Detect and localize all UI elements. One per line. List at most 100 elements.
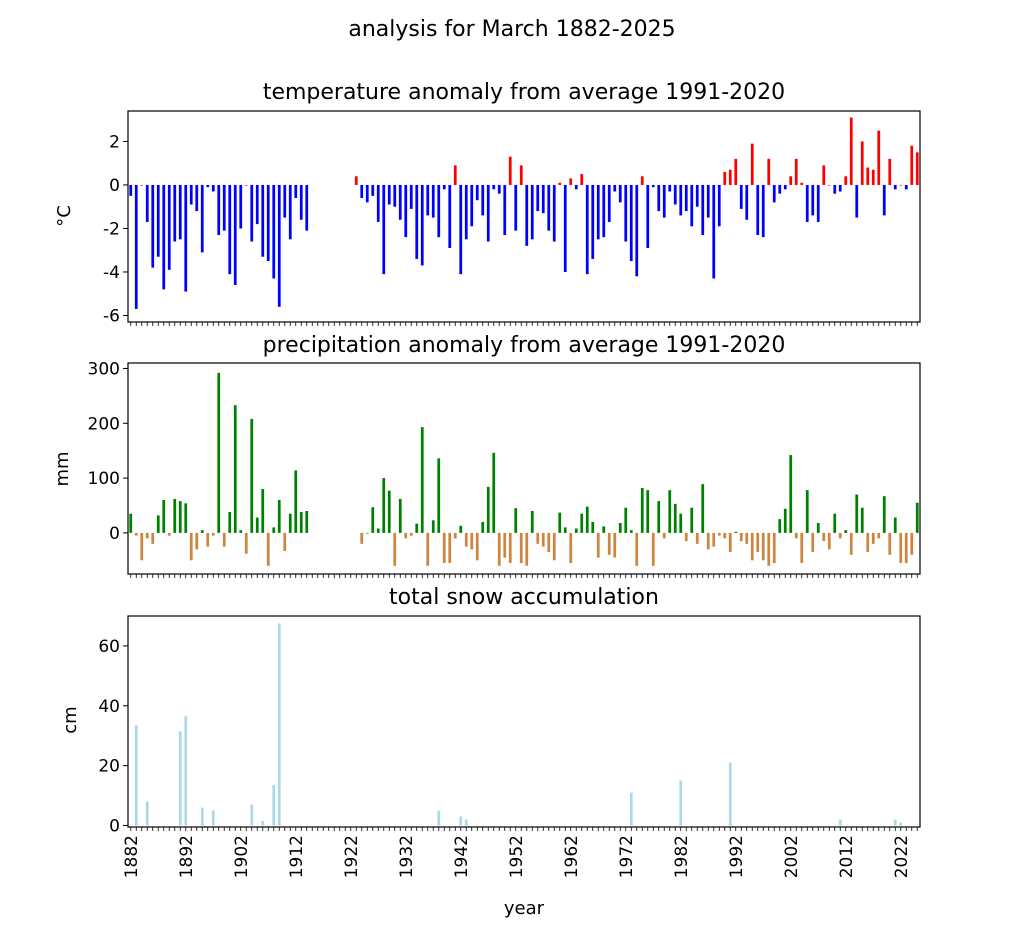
precipitation-bar-1899 <box>222 532 226 547</box>
temperature-bar-2012 <box>844 176 848 185</box>
precipitation-bar-1927 <box>376 528 380 533</box>
snow-x-tick-label: 2002 <box>782 835 802 878</box>
temperature-chart-title: temperature anomaly from average 1991-20… <box>263 80 785 105</box>
precipitation-bar-1898 <box>217 372 221 533</box>
precipitation-bar-1984 <box>690 507 694 533</box>
temperature-bar-1898 <box>217 184 221 235</box>
temperature-bar-1933 <box>409 184 413 209</box>
temperature-plot-frame <box>127 110 921 323</box>
temperature-bar-1883 <box>134 184 138 309</box>
temperature-panel: temperature anomaly from average 1991-20… <box>54 80 921 326</box>
precipitation-bar-2024 <box>910 532 914 555</box>
temperature-bar-1914 <box>305 184 309 231</box>
snow-bar-1991 <box>728 762 732 826</box>
precipitation-bar-2013 <box>849 532 853 555</box>
snow-bar-1895 <box>200 807 204 826</box>
snow-x-tick-label: 1922 <box>342 835 362 878</box>
temperature-bar-1945 <box>475 184 479 201</box>
precipitation-bar-1949 <box>497 532 501 566</box>
temperature-axis-ticks: -6 -4 -2 0 2 <box>103 132 918 326</box>
precipitation-bar-1971 <box>618 523 622 533</box>
precipitation-bar-2008 <box>822 532 826 542</box>
temperature-bar-2014 <box>855 184 859 218</box>
precipitation-bar-1891 <box>178 501 182 533</box>
temperature-bar-1884 <box>140 184 144 186</box>
precipitation-bar-1901 <box>233 405 237 533</box>
precipitation-bar-1964 <box>580 513 584 533</box>
precipitation-bar-1945 <box>475 532 479 561</box>
snow-x-tick-label: 1972 <box>617 835 637 878</box>
temperature-bar-1927 <box>376 184 380 222</box>
temperature-y-tick-label: 2 <box>109 132 120 152</box>
temperature-bar-1993 <box>739 184 743 209</box>
precipitation-bar-2011 <box>838 532 842 539</box>
precipitation-bar-1905 <box>255 517 259 533</box>
snow-x-tick-label: 1892 <box>177 835 197 878</box>
temperature-bar-1960 <box>558 182 562 185</box>
precipitation-bar-1965 <box>585 506 589 533</box>
snow-bar-1883 <box>134 725 138 826</box>
temperature-bar-1987 <box>706 184 710 218</box>
temperature-bar-1906 <box>261 184 265 257</box>
snow-bar-1904 <box>250 804 254 826</box>
precipitation-bar-1883 <box>134 532 138 536</box>
precipitation-bar-1989 <box>717 532 721 536</box>
precipitation-bar-1932 <box>404 532 408 539</box>
precipitation-bar-2021 <box>893 517 897 533</box>
precipitation-bar-2018 <box>877 532 881 539</box>
temperature-bar-1925 <box>365 184 369 203</box>
temperature-bar-2010 <box>833 184 837 194</box>
precipitation-bars <box>129 372 919 566</box>
x-axis-label: year <box>504 898 545 919</box>
snow-y-tick-label: 0 <box>109 817 120 837</box>
temperature-bar-1984 <box>690 184 694 227</box>
precipitation-bar-1947 <box>486 486 490 533</box>
temperature-bar-1899 <box>222 184 226 231</box>
precipitation-bar-1950 <box>503 532 507 558</box>
precipitation-bar-1970 <box>613 532 617 558</box>
temperature-bar-2018 <box>877 130 881 185</box>
snow-bar-1943 <box>464 819 468 826</box>
precipitation-bar-1968 <box>602 526 606 533</box>
precipitation-bar-2004 <box>800 532 804 564</box>
temperature-bar-1989 <box>717 184 721 227</box>
temperature-bar-1912 <box>294 184 298 199</box>
temperature-bar-1943 <box>464 184 468 240</box>
temperature-bar-1890 <box>173 184 177 242</box>
precipitation-bar-1999 <box>772 532 776 564</box>
temperature-bar-1930 <box>393 184 397 207</box>
precipitation-axis-ticks: 0 100 200 300 <box>88 359 918 578</box>
temperature-bars <box>129 117 919 309</box>
temperature-bar-1997 <box>761 184 765 238</box>
temperature-bar-1923 <box>354 176 358 185</box>
temperature-bar-1952 <box>514 184 518 231</box>
precipitation-bar-1944 <box>470 532 474 550</box>
snow-y-axis-label: cm <box>60 706 81 733</box>
temperature-bar-1972 <box>624 184 628 242</box>
precipitation-bar-2007 <box>816 523 820 533</box>
snow-x-tick-label: 1882 <box>122 835 142 878</box>
temperature-bar-1897 <box>211 184 215 192</box>
snow-bar-1982 <box>679 780 683 826</box>
temperature-bar-1902 <box>239 184 243 229</box>
precipitation-bar-1897 <box>211 532 215 536</box>
temperature-bar-1896 <box>206 184 210 188</box>
precipitation-bar-1887 <box>156 515 160 533</box>
temperature-bar-2001 <box>783 184 787 190</box>
precipitation-bar-1976 <box>646 490 650 533</box>
temperature-bar-1946 <box>481 184 485 216</box>
precipitation-bar-1946 <box>481 521 485 533</box>
precipitation-bar-2002 <box>789 455 793 533</box>
temperature-bar-1969 <box>607 184 611 222</box>
precipitation-bar-1884 <box>140 532 144 561</box>
temperature-bar-1900 <box>228 184 232 275</box>
temperature-bar-1913 <box>299 184 303 220</box>
precipitation-bar-2022 <box>899 532 903 564</box>
temperature-bar-2023 <box>904 184 908 190</box>
precipitation-bar-2014 <box>855 494 859 533</box>
precipitation-y-tick-label: 300 <box>88 359 120 379</box>
precipitation-bar-1985 <box>695 532 699 544</box>
temperature-bar-2013 <box>849 117 853 185</box>
precipitation-bar-1933 <box>409 532 413 536</box>
precipitation-bar-1958 <box>547 532 551 553</box>
